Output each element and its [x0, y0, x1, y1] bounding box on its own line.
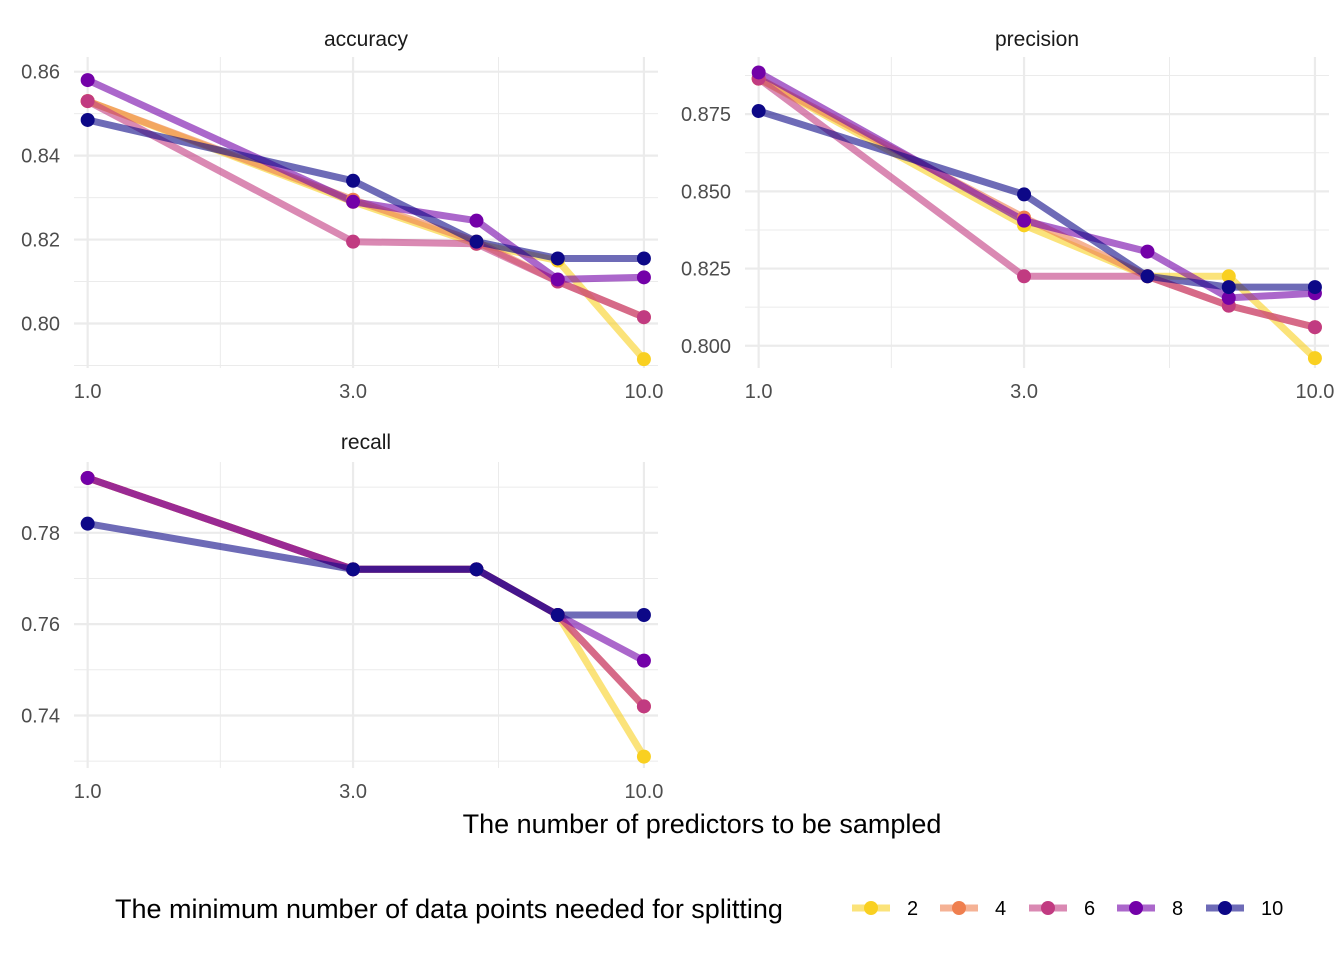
series-line-4 [86, 474, 647, 709]
data-point-6 [636, 699, 651, 714]
data-point-8 [636, 270, 651, 285]
x-tick-label: 3.0 [339, 781, 367, 803]
legend-label: 6 [1084, 898, 1095, 920]
x-tick-label: 10.0 [624, 781, 663, 803]
series-line-8 [756, 69, 1316, 302]
data-point-10 [1140, 269, 1155, 284]
data-point-8 [1221, 290, 1236, 305]
legend-key-point [864, 901, 878, 915]
data-point-2 [1221, 269, 1236, 284]
y-tick-label: 0.74 [21, 705, 60, 727]
data-point-10 [1017, 187, 1032, 202]
data-point-8 [469, 213, 484, 228]
data-point-8 [346, 194, 361, 209]
data-point-10 [80, 112, 95, 127]
data-point-8 [1017, 213, 1032, 228]
legend-label: 8 [1172, 898, 1183, 920]
x-tick-label: 1.0 [745, 381, 773, 403]
data-point-10 [469, 234, 484, 249]
legend-item-10: 10 [1206, 898, 1283, 920]
panel-recall: recall 0.74 0.76 0.78 1.0 3.0 10.0 [21, 431, 663, 803]
data-point-2 [1307, 351, 1322, 366]
panel-precision: precision 0.800 0.825 0.850 0.875 1.0 3.0 10.0 [681, 28, 1334, 403]
legend-title: The minimum number of data points needed… [115, 894, 783, 924]
x-tick-label: 3.0 [1010, 381, 1038, 403]
legend-key-point [1041, 901, 1055, 915]
x-tick-label: 10.0 [1295, 381, 1334, 403]
data-point-10 [1221, 280, 1236, 295]
data-point-8 [550, 272, 565, 287]
data-point-8 [80, 73, 95, 88]
data-point-8 [636, 653, 651, 668]
data-point-10 [1307, 280, 1322, 295]
data-point-8 [80, 470, 95, 485]
x-tick-label: 10.0 [624, 381, 663, 403]
y-tick-label: 0.78 [21, 523, 60, 545]
series-line-10 [87, 520, 644, 619]
legend-key-point [952, 901, 966, 915]
data-point-6 [636, 310, 651, 325]
legend-item-6: 6 [1029, 898, 1095, 920]
data-point-10 [346, 562, 361, 577]
series-line-8 [86, 76, 644, 283]
data-point-6 [1307, 320, 1322, 335]
data-point-6 [346, 234, 361, 249]
y-tick-label: 0.825 [681, 259, 731, 281]
data-point-10 [636, 608, 651, 622]
panel-accuracy: accuracy 0.80 0.82 0.84 0.86 1.0 3.0 10.0 [21, 28, 663, 403]
data-point-8 [1140, 244, 1155, 259]
series-line-10 [757, 107, 1315, 291]
strip-label: recall [341, 431, 391, 454]
data-point-6 [1017, 269, 1032, 284]
legend-label: 2 [907, 898, 918, 920]
data-point-10 [751, 104, 766, 119]
y-tick-label: 0.86 [21, 62, 60, 84]
x-tick-label: 1.0 [74, 781, 102, 803]
strip-label: precision [995, 28, 1079, 51]
series-line-10 [86, 116, 644, 262]
data-point-10 [469, 562, 484, 577]
y-tick-label: 0.82 [21, 230, 60, 252]
legend-item-2: 2 [852, 898, 918, 920]
legend-label: 4 [995, 898, 1006, 920]
data-point-2 [636, 749, 651, 764]
data-point-10 [550, 251, 565, 266]
data-point-10 [636, 251, 651, 266]
strip-label: accuracy [324, 28, 409, 51]
y-tick-label: 0.875 [681, 104, 731, 126]
data-point-10 [550, 608, 565, 622]
data-point-10 [80, 516, 95, 531]
legend-item-4: 4 [940, 898, 1006, 920]
data-point-8 [751, 65, 766, 80]
legend: The minimum number of data points needed… [115, 894, 1283, 924]
legend-label: 10 [1261, 898, 1283, 920]
y-tick-label: 0.850 [681, 181, 731, 203]
legend-key-point [1129, 901, 1143, 915]
legend-item-8: 8 [1117, 898, 1183, 920]
y-tick-label: 0.800 [681, 336, 731, 358]
data-point-2 [636, 352, 651, 367]
y-tick-label: 0.76 [21, 614, 60, 636]
y-tick-label: 0.84 [21, 146, 60, 168]
series-line-6 [86, 474, 647, 709]
data-point-10 [346, 173, 361, 188]
legend-key-point [1218, 901, 1232, 915]
data-point-6 [80, 94, 95, 109]
x-tick-label: 3.0 [339, 381, 367, 403]
x-axis-title: The number of predictors to be sampled [463, 809, 942, 839]
x-tick-label: 1.0 [74, 381, 102, 403]
y-tick-label: 0.80 [21, 314, 60, 336]
